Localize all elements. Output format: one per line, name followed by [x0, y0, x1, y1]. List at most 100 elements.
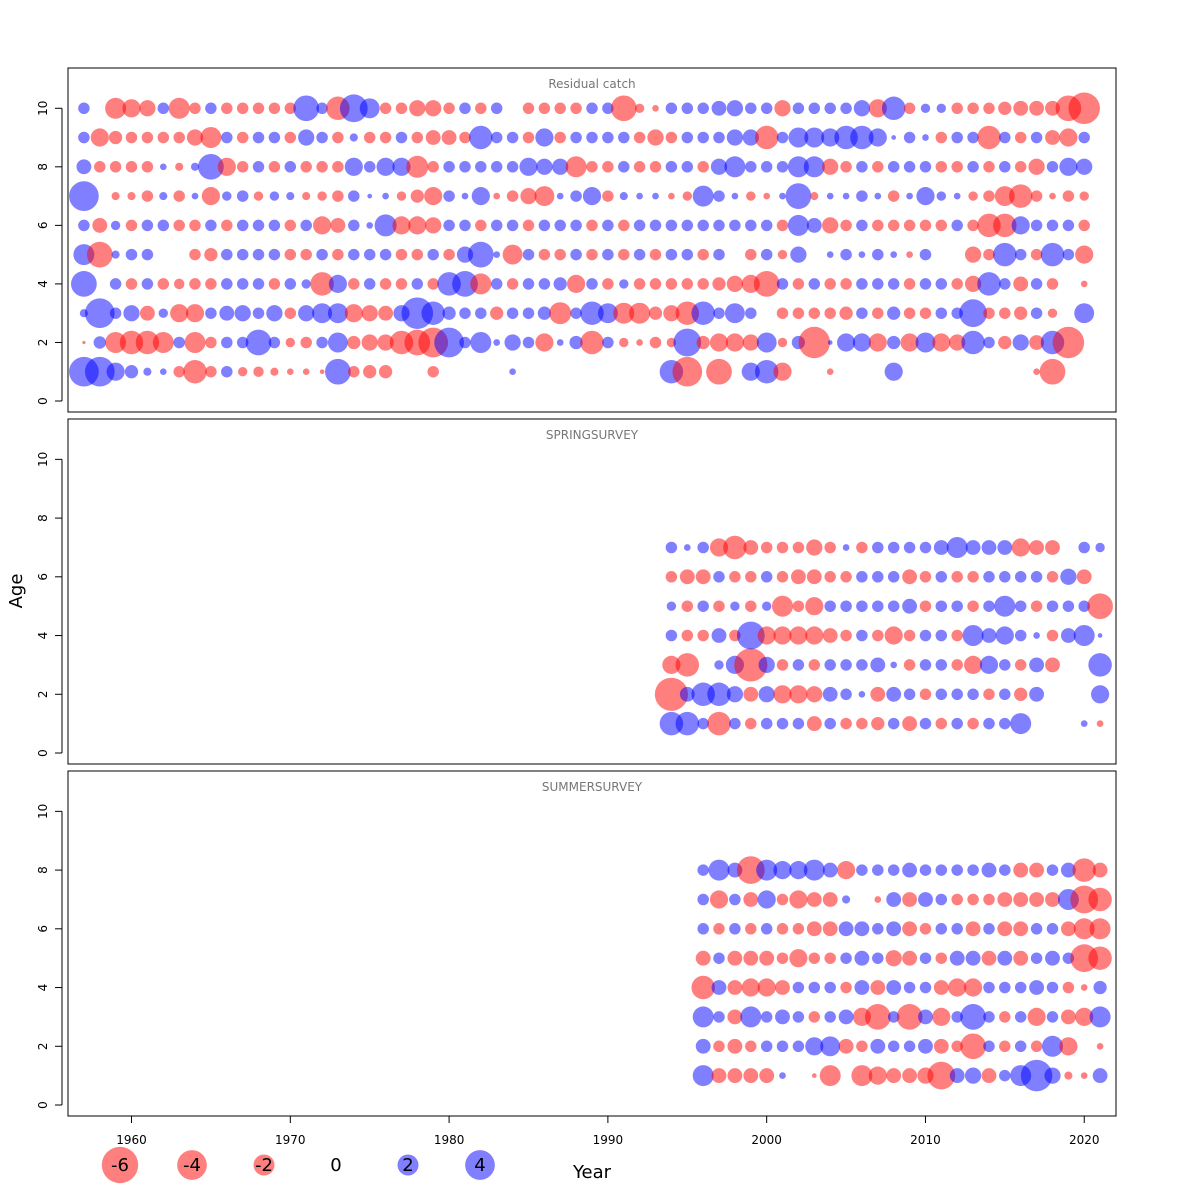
- bubble: [983, 600, 995, 612]
- bubble: [902, 716, 918, 732]
- bubble: [236, 336, 249, 349]
- bubble: [461, 192, 469, 200]
- bubble: [1014, 248, 1027, 261]
- bubble: [506, 307, 519, 319]
- bubble: [141, 161, 154, 173]
- bubble: [1060, 862, 1076, 878]
- bubble: [760, 541, 773, 554]
- bubble: [763, 192, 771, 200]
- bubble: [1087, 593, 1113, 620]
- bubble: [1028, 158, 1045, 175]
- bubble: [967, 219, 979, 232]
- bubble: [935, 688, 948, 701]
- bubble: [903, 219, 916, 232]
- bubble: [200, 127, 222, 148]
- bubble: [173, 336, 185, 349]
- bubble: [665, 278, 678, 290]
- bubble: [236, 248, 249, 261]
- bubble: [408, 216, 427, 235]
- bubble: [347, 335, 361, 350]
- y-tick-label: 4: [36, 984, 50, 992]
- bubble: [665, 629, 678, 642]
- bubble: [792, 600, 805, 612]
- bubble: [919, 161, 932, 173]
- bubble: [999, 688, 1011, 701]
- panel-2: SPRINGSURVEY 0 2 4 6 8 10: [36, 418, 1117, 765]
- bubble: [967, 161, 979, 173]
- bubble: [964, 978, 983, 997]
- bubble: [1014, 629, 1027, 642]
- bubble: [618, 131, 630, 144]
- bubble: [238, 367, 248, 377]
- bubble: [157, 278, 170, 290]
- bubble: [205, 219, 217, 232]
- bubble: [1062, 981, 1075, 994]
- bubble: [760, 248, 773, 261]
- bubble: [633, 278, 646, 290]
- bubble: [471, 187, 490, 206]
- bubble: [493, 192, 501, 200]
- bubble: [691, 301, 715, 325]
- bubble: [490, 278, 503, 290]
- x-tick-label: 2020: [1069, 1133, 1100, 1147]
- bubble: [106, 362, 125, 381]
- bubble: [316, 131, 328, 144]
- bubble: [842, 895, 851, 904]
- bubble: [960, 1004, 986, 1030]
- bubble: [999, 864, 1011, 876]
- bubble: [727, 980, 743, 995]
- bubble: [772, 595, 793, 617]
- bubble: [967, 131, 979, 144]
- bubble: [597, 303, 618, 324]
- bubble: [808, 1011, 821, 1023]
- bubble: [870, 686, 886, 702]
- bubble: [363, 131, 376, 144]
- y-axis: 0 2 4 6 8 10: [36, 452, 63, 757]
- bubble: [1045, 892, 1060, 907]
- bubble: [109, 307, 122, 319]
- y-tick-label: 8: [36, 514, 50, 522]
- bubble: [125, 248, 138, 261]
- bubble: [1008, 184, 1033, 208]
- bubble: [602, 102, 614, 115]
- bubble: [840, 600, 852, 612]
- bubble: [123, 305, 140, 322]
- bubble: [1033, 368, 1040, 376]
- bubble: [1089, 918, 1111, 940]
- bubble: [840, 981, 852, 994]
- bubble: [961, 330, 985, 355]
- bubble: [1046, 219, 1059, 232]
- bubble: [745, 1040, 757, 1053]
- bubble: [709, 890, 729, 909]
- bubble: [788, 127, 809, 148]
- legend-bubble: [101, 1146, 139, 1184]
- bubble: [872, 629, 884, 642]
- bubble: [979, 655, 999, 674]
- bubble: [286, 192, 295, 201]
- bubble: [808, 102, 821, 115]
- bubble: [1062, 190, 1075, 202]
- bubble: [602, 248, 614, 261]
- bubble: [998, 335, 1012, 350]
- bubble: [741, 362, 760, 381]
- bubble: [298, 305, 315, 322]
- bubble: [1010, 713, 1032, 735]
- bubble: [872, 600, 884, 612]
- bubble: [252, 307, 265, 319]
- bubble: [298, 129, 315, 146]
- bubble: [427, 248, 439, 261]
- bubble: [205, 278, 217, 290]
- bubble: [618, 161, 630, 173]
- bubble: [427, 278, 439, 290]
- bubble: [602, 131, 614, 144]
- bubble: [776, 923, 789, 935]
- bubble: [776, 1040, 789, 1053]
- bubble: [204, 247, 218, 262]
- bubble: [586, 278, 598, 290]
- y-tick-label: 2: [36, 690, 50, 698]
- bubble: [1092, 862, 1108, 878]
- bubble: [919, 864, 932, 876]
- bubble: [586, 161, 598, 173]
- bubble: [504, 334, 521, 351]
- bubble: [1045, 130, 1060, 145]
